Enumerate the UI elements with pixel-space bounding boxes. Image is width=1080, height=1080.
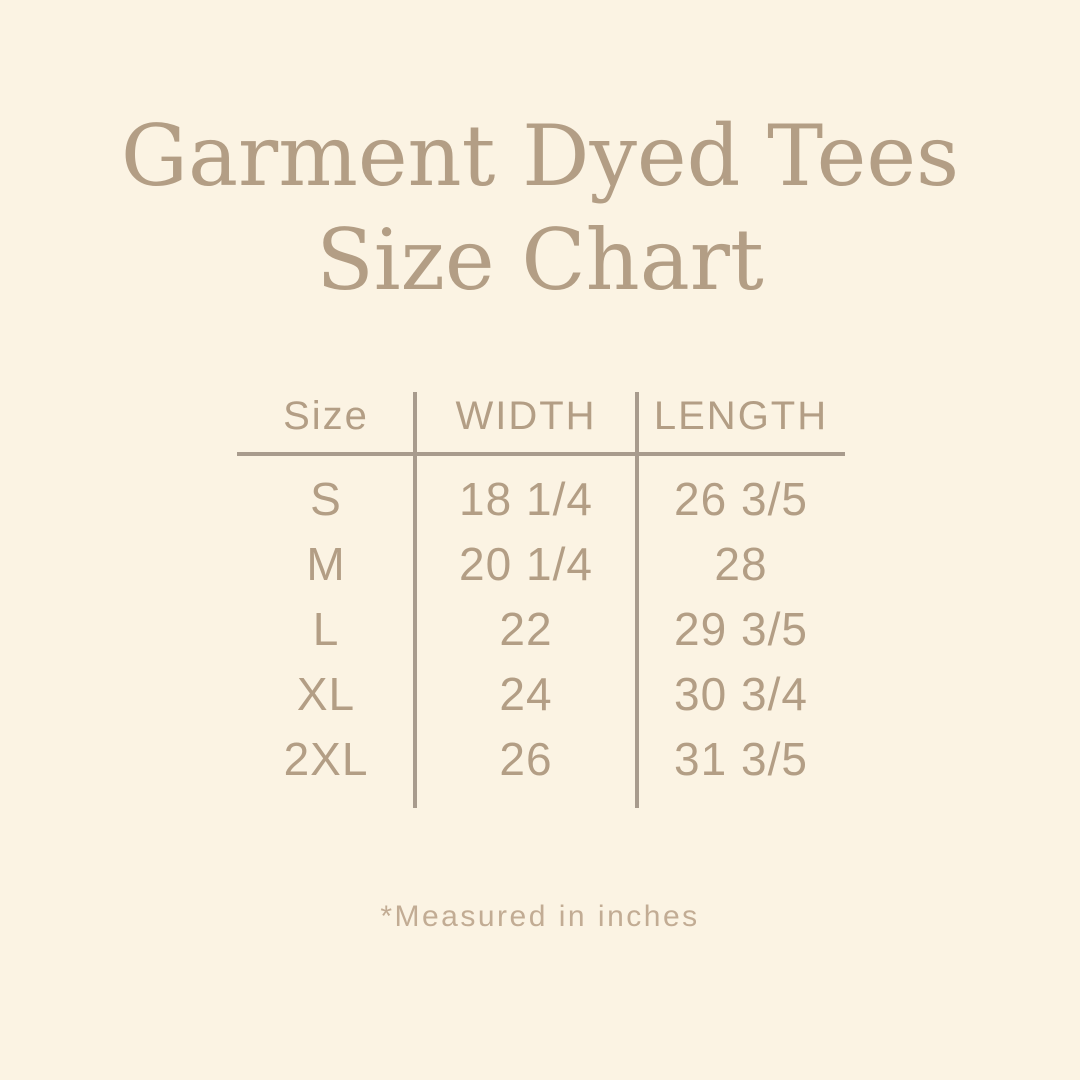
size-cell: M [306, 537, 346, 590]
length-cell: 31 3/5 [674, 732, 808, 785]
column-header-length: LENGTH [653, 394, 829, 438]
column-header-size: Size [283, 394, 369, 438]
table-divider-vertical-2 [635, 392, 639, 808]
width-cell: 26 [499, 732, 553, 785]
size-cell: 2XL [283, 732, 369, 785]
width-cell: 24 [499, 667, 553, 720]
page-title-line-2: Size Chart [316, 211, 764, 309]
table-header-row: Size WIDTH LENGTH [237, 380, 845, 453]
size-cell: XL [296, 667, 356, 720]
width-cell: 20 1/4 [459, 537, 593, 590]
size-table: Size WIDTH LENGTH S 18 1/4 26 3/5 M 20 1… [237, 380, 845, 791]
width-cell: 22 [499, 602, 553, 655]
length-cell: 28 [714, 537, 768, 590]
page-title: Garment Dyed Tees Size Chart [0, 104, 1080, 312]
length-cell: 26 3/5 [674, 472, 808, 525]
page-title-line-1: Garment Dyed Tees [120, 107, 960, 205]
column-header-width: WIDTH [455, 394, 597, 438]
size-cell: L [312, 602, 340, 655]
length-cell: 29 3/5 [674, 602, 808, 655]
length-cell: 30 3/4 [674, 667, 808, 720]
table-body: S 18 1/4 26 3/5 M 20 1/4 28 L 22 29 3/5 … [237, 453, 845, 791]
measurement-footnote: *Measured in inches [380, 900, 700, 933]
width-cell: 18 1/4 [459, 472, 593, 525]
table-divider-vertical-1 [413, 392, 417, 808]
size-cell: S [310, 472, 342, 525]
table-divider-horizontal [237, 452, 845, 456]
